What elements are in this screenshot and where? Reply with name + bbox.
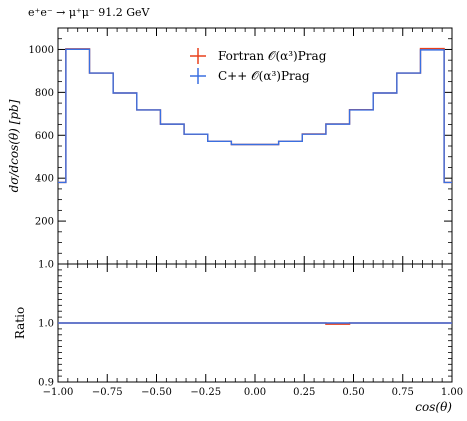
legend-entry-cpp: C++ 𝒪(α³)Prag: [190, 68, 310, 84]
main-panel: 200 400 600 800 1000 dσ/dcos(θ) [pb] Fortran…: [7, 27, 453, 265]
main-y-tick-label: 1000: [29, 45, 54, 56]
legend-fortran-label: Fortran 𝒪(α³)Prag: [218, 49, 327, 63]
legend: Fortran 𝒪(α³)Prag C++ 𝒪(α³)Prag: [190, 48, 327, 84]
x-tick-label: −0.25: [190, 387, 221, 398]
ratio-y-tick-label: 1.0: [38, 260, 54, 271]
x-axis-label: cos(θ): [415, 400, 452, 414]
legend-entry-fortran: Fortran 𝒪(α³)Prag: [190, 48, 327, 64]
x-tick-label: 1.00: [441, 387, 463, 398]
x-tick-label: −1.00: [43, 387, 74, 398]
ratio-panel: 0.91.01.0 −1.00 −0.75 −0.50 −0.25 0.00 0.25 0.…: [13, 260, 463, 415]
x-tick-label: −0.50: [141, 387, 172, 398]
process-label: e⁺e⁻ → μ⁺μ⁻ 91.2 GeV: [28, 6, 151, 19]
main-y-tick-label: 400: [35, 174, 54, 185]
main-series: [58, 47, 452, 184]
x-tick-label: −0.75: [92, 387, 123, 398]
x-tick-label: 0.25: [293, 387, 315, 398]
main-frame: [57, 27, 453, 265]
legend-cpp-label: C++ 𝒪(α³)Prag: [218, 69, 310, 83]
ratio-x-ticks: −1.00 −0.75 −0.50 −0.25 0.00 0.25 0.50 0.75 1.00: [43, 264, 463, 398]
main-x-ticks: [57, 28, 453, 264]
main-y-axis-label: dσ/dcos(θ) [pb]: [7, 99, 21, 192]
ratio-y-tick-label: 0.9: [38, 378, 54, 389]
main-series-cpp: [58, 48, 452, 184]
main-y-tick-label: 600: [35, 131, 54, 142]
ratio-series: [58, 322, 452, 325]
main-y-ticks: 200 400 600 800 1000: [29, 38, 452, 254]
x-tick-label: 0.50: [342, 387, 364, 398]
ratio-y-axis-label: Ratio: [13, 307, 27, 339]
x-tick-label: 0.00: [244, 387, 266, 398]
ratio-y-ticks: 0.9 1.0 1.0: [38, 260, 452, 389]
x-tick-label: 0.75: [392, 387, 414, 398]
main-y-tick-label: 800: [35, 88, 54, 99]
main-y-tick-label: 200: [35, 217, 54, 228]
ratio-y-tick-label: 1.0: [38, 319, 54, 330]
